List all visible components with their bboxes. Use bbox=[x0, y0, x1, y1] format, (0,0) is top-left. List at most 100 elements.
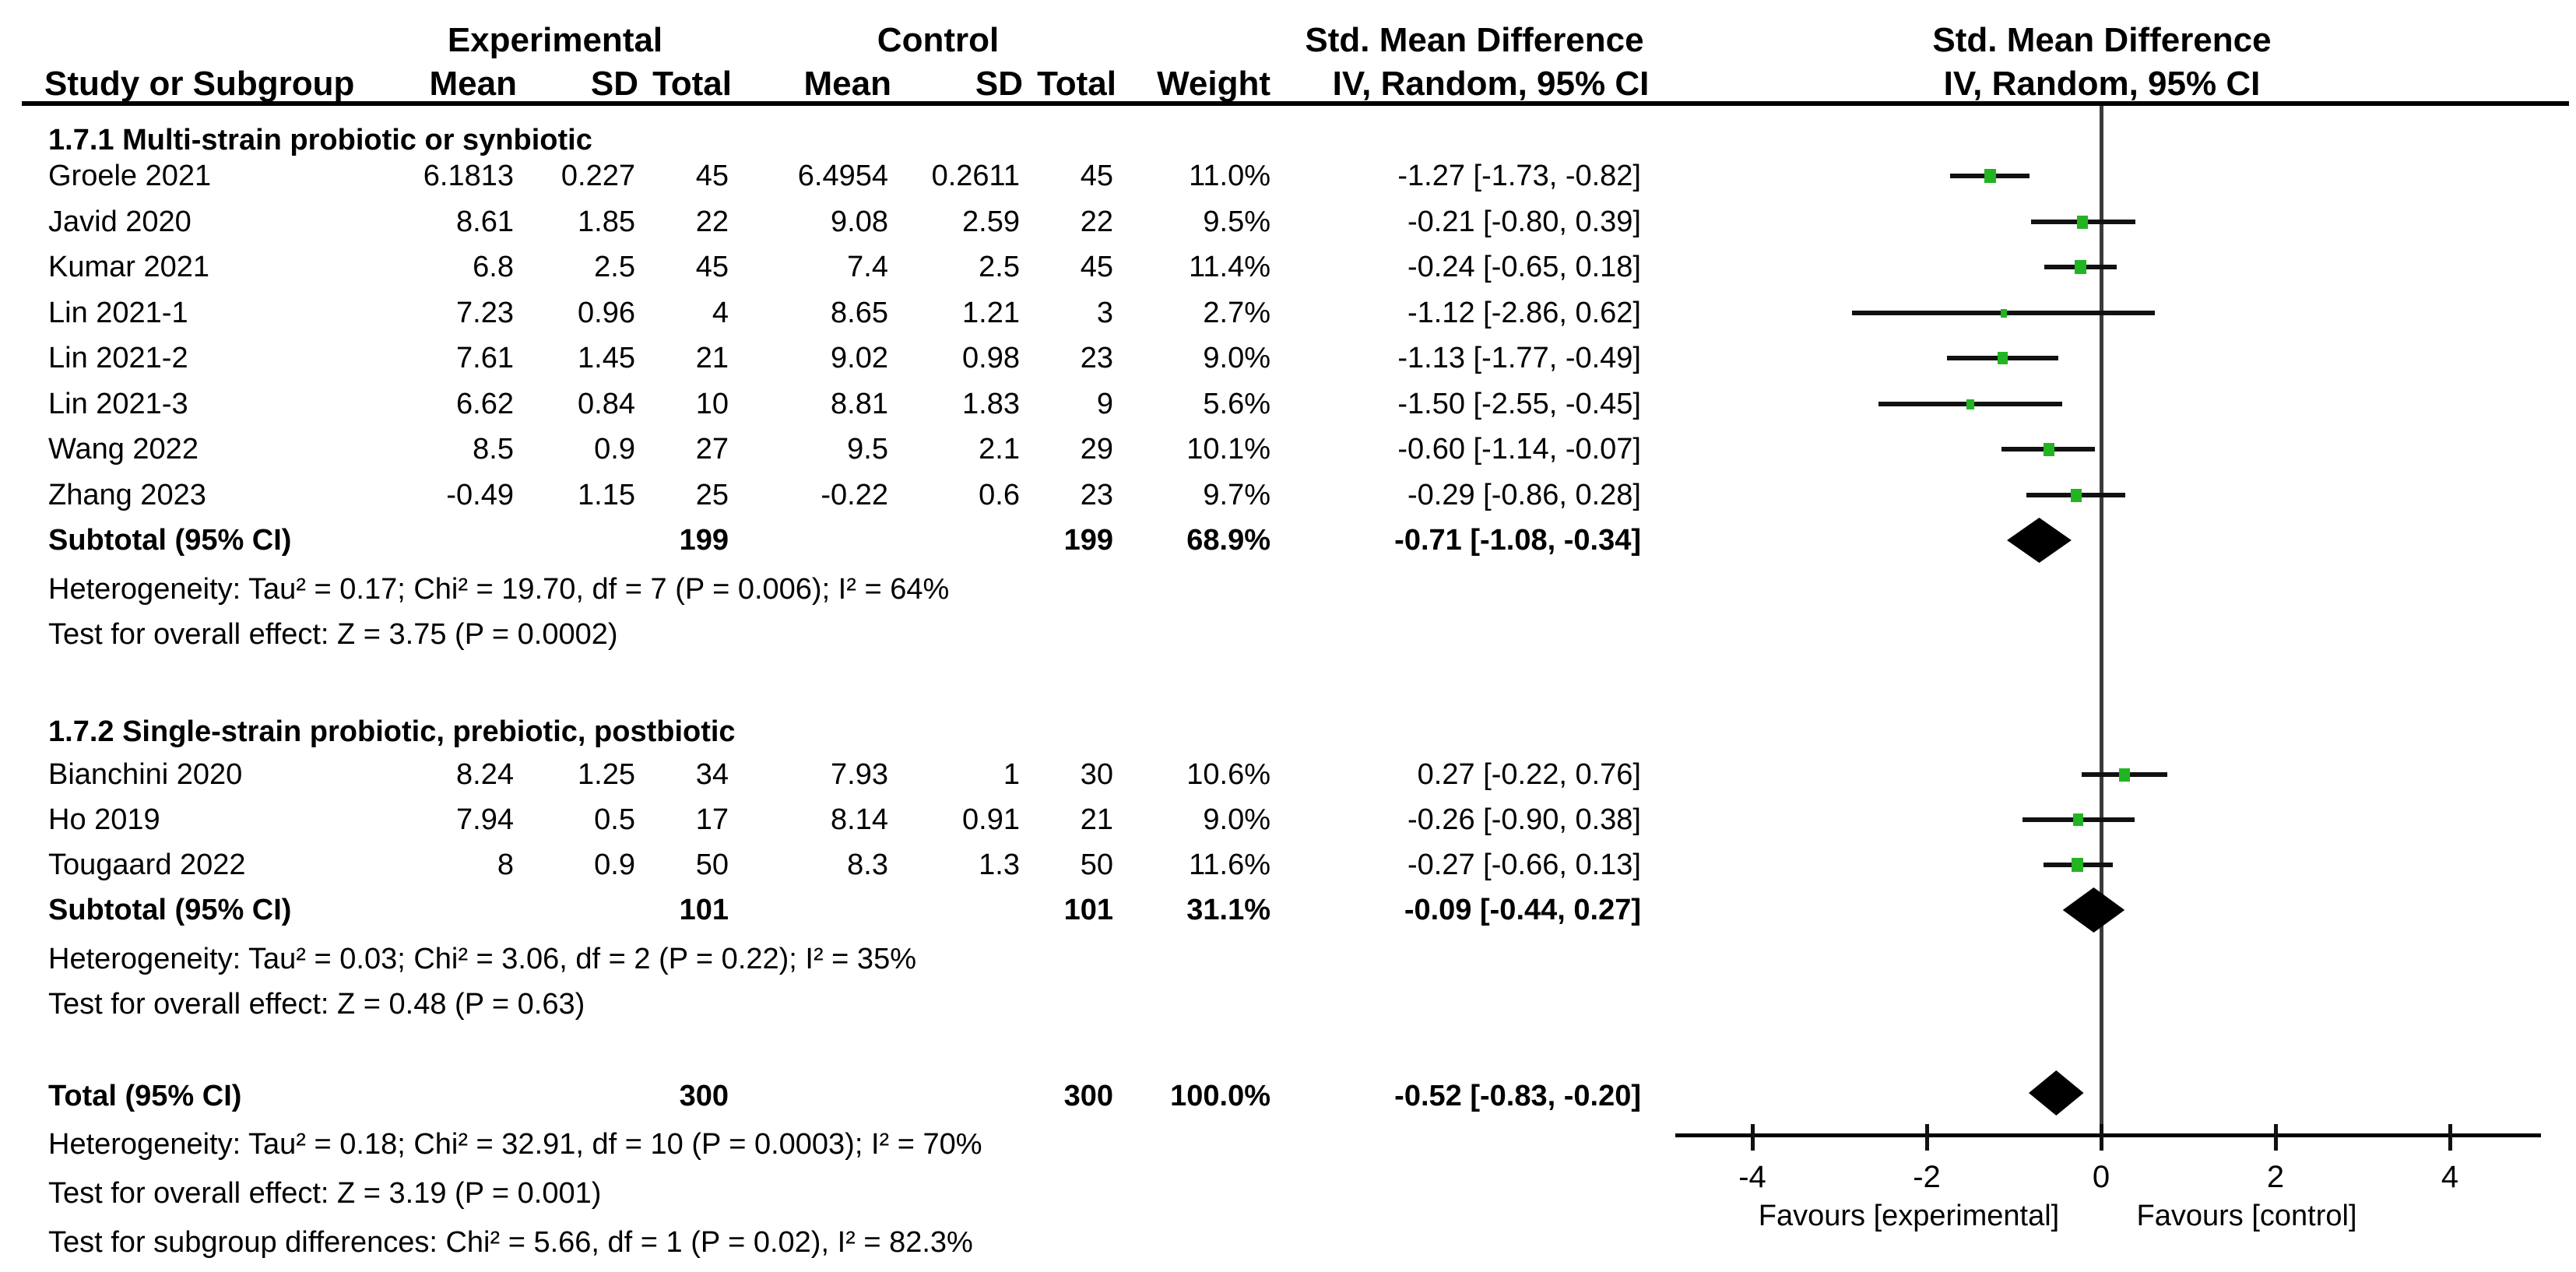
effect-marker bbox=[2074, 260, 2086, 274]
ctrl-mean: 8.81 bbox=[831, 388, 888, 420]
ctrl-sd: 1 bbox=[1003, 758, 1020, 791]
ctrl-total: 50 bbox=[1080, 849, 1113, 881]
weight: 9.7% bbox=[1203, 479, 1270, 511]
ci-text: -0.71 [-1.08, -0.34] bbox=[1394, 524, 1641, 557]
column-header-method-table: IV, Random, 95% CI bbox=[1332, 65, 1650, 103]
exp-mean: 7.61 bbox=[456, 342, 514, 374]
axis-tick bbox=[2274, 1124, 2278, 1151]
exp-total: 22 bbox=[695, 206, 729, 238]
column-header-ctrl-total: Total bbox=[1037, 65, 1116, 103]
axis-tick-label: 4 bbox=[2441, 1160, 2459, 1194]
ci-text: -0.27 [-0.66, 0.13] bbox=[1407, 849, 1641, 881]
ctrl-sd: 1.3 bbox=[979, 849, 1020, 881]
ctrl-mean: 9.02 bbox=[831, 342, 888, 374]
ctrl-sd: 0.91 bbox=[962, 803, 1020, 836]
ctrl-sd: 0.2611 bbox=[931, 160, 1020, 192]
exp-mean: 6.62 bbox=[456, 388, 514, 420]
column-header-study: Study or Subgroup bbox=[44, 65, 355, 103]
ci-text: -0.52 [-0.83, -0.20] bbox=[1394, 1080, 1641, 1112]
ctrl-total: 45 bbox=[1080, 251, 1113, 283]
exp-total: 300 bbox=[679, 1080, 729, 1112]
subtotal-diamond bbox=[2007, 518, 2072, 563]
effect-marker bbox=[2043, 442, 2054, 456]
study-name: Zhang 2023 bbox=[48, 479, 206, 511]
weight: 9.5% bbox=[1203, 206, 1270, 238]
subgroup-differences-text: Test for subgroup differences: Chi² = 5.… bbox=[48, 1226, 973, 1259]
exp-total: 4 bbox=[712, 297, 729, 329]
exp-total: 27 bbox=[695, 433, 729, 466]
ci-text: -1.50 [-2.55, -0.45] bbox=[1397, 388, 1641, 420]
exp-total: 199 bbox=[679, 524, 729, 557]
ctrl-total: 3 bbox=[1096, 297, 1113, 329]
exp-sd: 0.9 bbox=[594, 433, 635, 466]
exp-mean: 7.94 bbox=[456, 803, 514, 836]
study-name: Lin 2021-1 bbox=[48, 297, 188, 329]
ctrl-total: 22 bbox=[1080, 206, 1113, 238]
study-name: Groele 2021 bbox=[48, 160, 212, 192]
exp-mean: -0.49 bbox=[446, 479, 514, 511]
exp-mean: 8 bbox=[497, 849, 514, 881]
exp-sd: 0.9 bbox=[594, 849, 635, 881]
header-rule bbox=[22, 101, 2569, 106]
study-name: Tougaard 2022 bbox=[48, 849, 246, 881]
column-group-experimental: Experimental bbox=[447, 21, 663, 59]
axis-tick bbox=[2100, 1124, 2103, 1151]
ci-text: -0.29 [-0.86, 0.28] bbox=[1407, 479, 1641, 511]
ci-text: -1.27 [-1.73, -0.82] bbox=[1397, 160, 1641, 192]
exp-sd: 0.227 bbox=[561, 160, 635, 192]
exp-sd: 1.15 bbox=[578, 479, 635, 511]
axis-tick-label: -2 bbox=[1913, 1160, 1941, 1194]
total-heterogeneity-text: Heterogeneity: Tau² = 0.18; Chi² = 32.91… bbox=[48, 1128, 982, 1161]
ctrl-total: 300 bbox=[1063, 1080, 1113, 1112]
exp-total: 50 bbox=[695, 849, 729, 881]
ctrl-sd: 1.83 bbox=[962, 388, 1020, 420]
exp-total: 34 bbox=[695, 758, 729, 791]
ctrl-total: 45 bbox=[1080, 160, 1113, 192]
column-header-exp-mean: Mean bbox=[429, 65, 517, 103]
study-name: Kumar 2021 bbox=[48, 251, 210, 283]
effect-marker bbox=[1984, 169, 1997, 183]
exp-total: 17 bbox=[695, 803, 729, 836]
ctrl-mean: 8.65 bbox=[831, 297, 888, 329]
ctrl-mean: 8.3 bbox=[847, 849, 888, 881]
ci-text: -0.24 [-0.65, 0.18] bbox=[1407, 251, 1641, 283]
ctrl-mean: 7.93 bbox=[831, 758, 888, 791]
exp-mean: 8.61 bbox=[456, 206, 514, 238]
weight: 31.1% bbox=[1186, 894, 1270, 926]
subtotal-label: Subtotal (95% CI) bbox=[48, 894, 292, 926]
column-group-smd-plot: Std. Mean Difference bbox=[1932, 21, 2272, 59]
ctrl-mean: 7.4 bbox=[847, 251, 888, 283]
subgroup-header: 1.7.2 Single-strain probiotic, prebiotic… bbox=[48, 715, 736, 748]
exp-mean: 6.8 bbox=[473, 251, 514, 283]
exp-mean: 8.5 bbox=[473, 433, 514, 466]
ctrl-total: 101 bbox=[1063, 894, 1113, 926]
exp-mean: 6.1813 bbox=[423, 160, 514, 192]
weight: 11.0% bbox=[1189, 160, 1270, 192]
favours-control-label: Favours [control] bbox=[2136, 1200, 2357, 1232]
heterogeneity-text: Heterogeneity: Tau² = 0.03; Chi² = 3.06,… bbox=[48, 943, 916, 975]
exp-sd: 1.85 bbox=[578, 206, 635, 238]
weight: 5.6% bbox=[1203, 388, 1270, 420]
column-group-control: Control bbox=[877, 21, 1000, 59]
ctrl-total: 30 bbox=[1080, 758, 1113, 791]
effect-marker bbox=[2119, 768, 2131, 782]
ci-text: -0.21 [-0.80, 0.39] bbox=[1407, 206, 1641, 238]
study-name: Ho 2019 bbox=[48, 803, 160, 836]
ctrl-total: 199 bbox=[1063, 524, 1113, 557]
subtotal-label: Subtotal (95% CI) bbox=[48, 524, 292, 557]
column-header-method-plot: IV, Random, 95% CI bbox=[1943, 65, 2261, 103]
ci-text: 0.27 [-0.22, 0.76] bbox=[1417, 758, 1641, 791]
ci-text: -1.13 [-1.77, -0.49] bbox=[1397, 342, 1641, 374]
total-diamond bbox=[2029, 1070, 2084, 1116]
exp-sd: 0.96 bbox=[578, 297, 635, 329]
weight: 100.0% bbox=[1170, 1080, 1270, 1112]
weight: 11.4% bbox=[1189, 251, 1270, 283]
exp-total: 10 bbox=[695, 388, 729, 420]
exp-total: 25 bbox=[695, 479, 729, 511]
ci-text: -0.26 [-0.90, 0.38] bbox=[1407, 803, 1641, 836]
column-header-exp-total: Total bbox=[652, 65, 732, 103]
ctrl-total: 21 bbox=[1080, 803, 1113, 836]
study-name: Javid 2020 bbox=[48, 206, 192, 238]
axis-tick-label: -4 bbox=[1738, 1160, 1766, 1194]
ctrl-sd: 0.6 bbox=[979, 479, 1020, 511]
